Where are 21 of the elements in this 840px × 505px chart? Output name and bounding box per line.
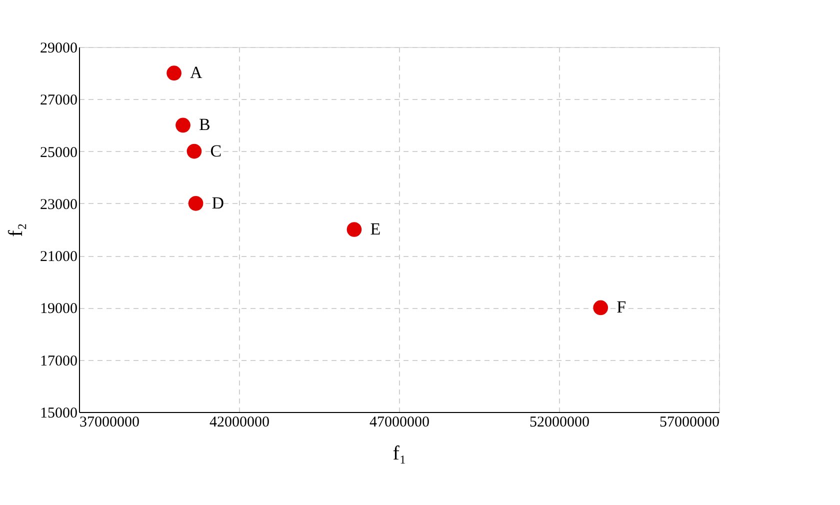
annotation: B: [199, 115, 210, 134]
x-tick-label: 47000000: [370, 414, 430, 430]
y-tick-label: 23000: [40, 196, 78, 213]
y-tick-label: 17000: [40, 353, 78, 370]
y-tick-label: 25000: [40, 144, 78, 161]
x-tick-label: 37000000: [80, 414, 140, 430]
x-tick-label: 52000000: [530, 414, 590, 430]
annotation: C: [210, 141, 222, 160]
y-tick-label: 19000: [40, 301, 78, 318]
y-tick-label: 27000: [40, 92, 78, 109]
annotation: A: [190, 63, 204, 82]
annotation: D: [212, 193, 224, 212]
y-tick-label: 21000: [40, 249, 78, 266]
y-tick-label: 15000: [40, 406, 78, 422]
annotation: F: [616, 298, 626, 317]
y-axis-title: f₂: [5, 223, 27, 237]
x-tick-label: 42000000: [210, 414, 270, 430]
x-axis-title: f₁: [392, 442, 406, 464]
y-tick-label: 29000: [40, 40, 78, 56]
annotation: E: [370, 220, 381, 238]
x-tick-label: 57000000: [660, 414, 720, 430]
